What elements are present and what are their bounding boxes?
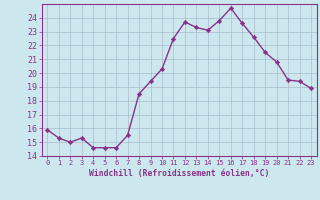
X-axis label: Windchill (Refroidissement éolien,°C): Windchill (Refroidissement éolien,°C) (89, 169, 269, 178)
